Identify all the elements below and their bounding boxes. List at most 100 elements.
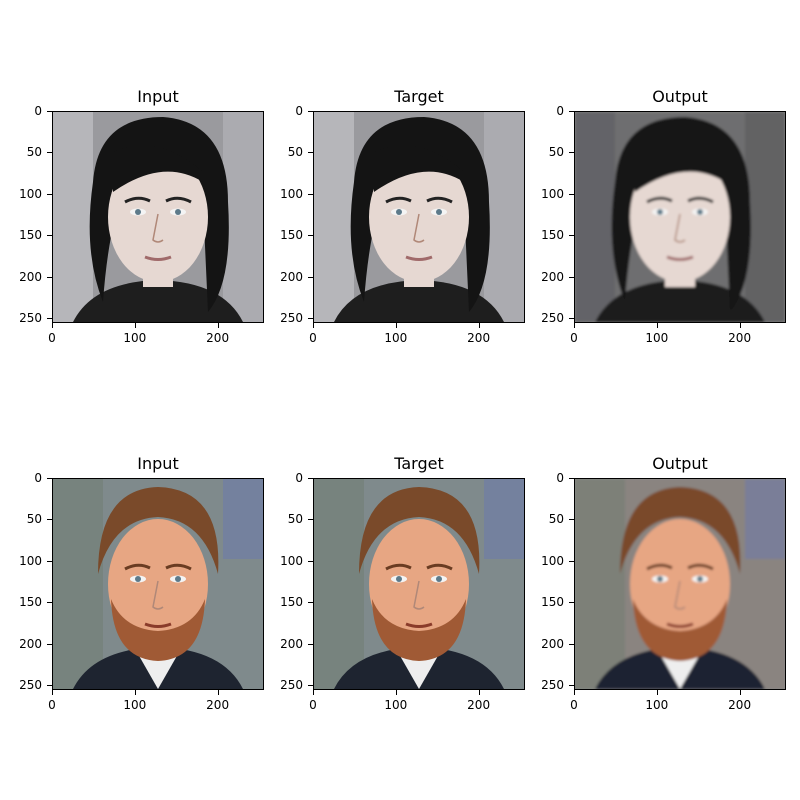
x-tick-label: 0 [570, 331, 578, 345]
y-tick-label: 250 [280, 678, 303, 693]
image-panel: Output 0 50 100 150 200 250 0 100 200 [541, 87, 786, 344]
y-tick-label: 0 [295, 104, 303, 118]
x-tick-mark [574, 690, 575, 695]
y-tick-label: 0 [34, 471, 42, 485]
x-tick-mark [134, 690, 136, 695]
image-panel: Output 0 50 100 150 200 250 0 100 200 [541, 454, 786, 711]
bearded-man-photo-output [574, 478, 786, 690]
y-tick-mark [569, 111, 574, 112]
y-tick-mark [47, 318, 52, 320]
x-tick-mark [478, 690, 480, 695]
y-tick-mark [47, 111, 52, 112]
y-tick-mark [308, 685, 313, 687]
y-tick-mark [569, 152, 574, 154]
panel-title: Target [394, 454, 444, 473]
y-tick-mark [569, 193, 574, 195]
y-tick-label: 50 [26, 145, 42, 160]
panel-title: Target [394, 87, 444, 106]
image-panel: Input 0 50 100 150 200 250 0 100 200 [19, 454, 264, 711]
y-tick-mark [47, 235, 52, 237]
y-tick-label: 200 [280, 269, 303, 284]
y-tick-mark [47, 276, 52, 278]
panel-title: Input [137, 454, 179, 473]
y-tick-label: 100 [280, 553, 303, 568]
panel-title: Output [652, 454, 708, 473]
y-tick-label: 150 [280, 228, 303, 243]
x-tick-mark [574, 323, 575, 328]
x-tick-label: 0 [309, 331, 317, 345]
x-tick-mark [656, 323, 658, 328]
x-tick-mark [395, 323, 397, 328]
y-tick-label: 100 [541, 553, 564, 568]
y-tick-mark [569, 685, 574, 687]
x-tick-mark [478, 323, 480, 328]
y-tick-label: 0 [556, 471, 564, 485]
x-tick-mark [52, 323, 53, 328]
x-tick-mark [217, 690, 219, 695]
y-tick-label: 250 [19, 678, 42, 693]
y-tick-mark [569, 276, 574, 278]
y-tick-mark [569, 519, 574, 521]
y-tick-label: 100 [19, 186, 42, 201]
image-panel: Input 0 50 100 150 200 250 0 100 200 [19, 87, 264, 344]
y-tick-label: 50 [287, 512, 303, 527]
man-dark-hair-photo-input [52, 111, 264, 323]
x-tick-label: 200 [206, 698, 230, 712]
y-tick-mark [308, 152, 313, 154]
y-tick-label: 150 [19, 595, 42, 610]
x-tick-mark [134, 323, 136, 328]
x-tick-label: 200 [728, 698, 752, 712]
x-tick-label: 0 [570, 698, 578, 712]
y-tick-mark [308, 519, 313, 521]
panel-title: Input [137, 87, 179, 106]
x-tick-label: 200 [206, 331, 230, 345]
x-tick-mark [52, 690, 53, 695]
x-tick-mark [656, 690, 658, 695]
y-tick-label: 150 [541, 228, 564, 243]
x-tick-label: 0 [309, 698, 317, 712]
x-tick-mark [313, 690, 314, 695]
y-tick-label: 50 [26, 512, 42, 527]
image-panel: Target 0 50 100 150 200 250 0 100 200 [280, 87, 525, 344]
y-tick-mark [308, 193, 313, 195]
x-tick-label: 100 [645, 698, 669, 712]
x-tick-label: 100 [384, 331, 408, 345]
y-tick-label: 200 [541, 269, 564, 284]
y-tick-label: 150 [280, 595, 303, 610]
image-panel: Target 0 50 100 150 200 250 0 100 200 [280, 454, 525, 711]
x-tick-mark [395, 690, 397, 695]
x-tick-label: 100 [384, 698, 408, 712]
y-tick-label: 0 [295, 471, 303, 485]
y-tick-label: 100 [19, 553, 42, 568]
x-tick-mark [313, 323, 314, 328]
x-tick-label: 200 [728, 331, 752, 345]
y-tick-label: 250 [541, 678, 564, 693]
y-tick-label: 250 [280, 311, 303, 326]
y-tick-mark [47, 602, 52, 604]
y-tick-label: 200 [541, 636, 564, 651]
man-dark-hair-photo-target [313, 111, 525, 323]
x-tick-label: 0 [48, 698, 56, 712]
y-tick-mark [47, 152, 52, 154]
y-tick-mark [308, 276, 313, 278]
y-tick-mark [47, 643, 52, 645]
y-tick-mark [47, 685, 52, 687]
bearded-man-photo-input [52, 478, 264, 690]
x-tick-label: 100 [645, 331, 669, 345]
y-tick-label: 150 [19, 228, 42, 243]
man-dark-hair-photo-output [574, 111, 786, 323]
y-tick-label: 50 [548, 512, 564, 527]
y-tick-label: 50 [548, 145, 564, 160]
y-tick-mark [47, 193, 52, 195]
y-tick-mark [47, 519, 52, 521]
y-tick-mark [308, 111, 313, 112]
x-tick-mark [217, 323, 219, 328]
y-tick-mark [47, 478, 52, 479]
y-tick-mark [569, 318, 574, 320]
y-tick-mark [308, 318, 313, 320]
x-tick-label: 100 [123, 331, 147, 345]
x-tick-mark [739, 690, 741, 695]
panel-title: Output [652, 87, 708, 106]
x-tick-label: 0 [48, 331, 56, 345]
y-tick-mark [308, 643, 313, 645]
